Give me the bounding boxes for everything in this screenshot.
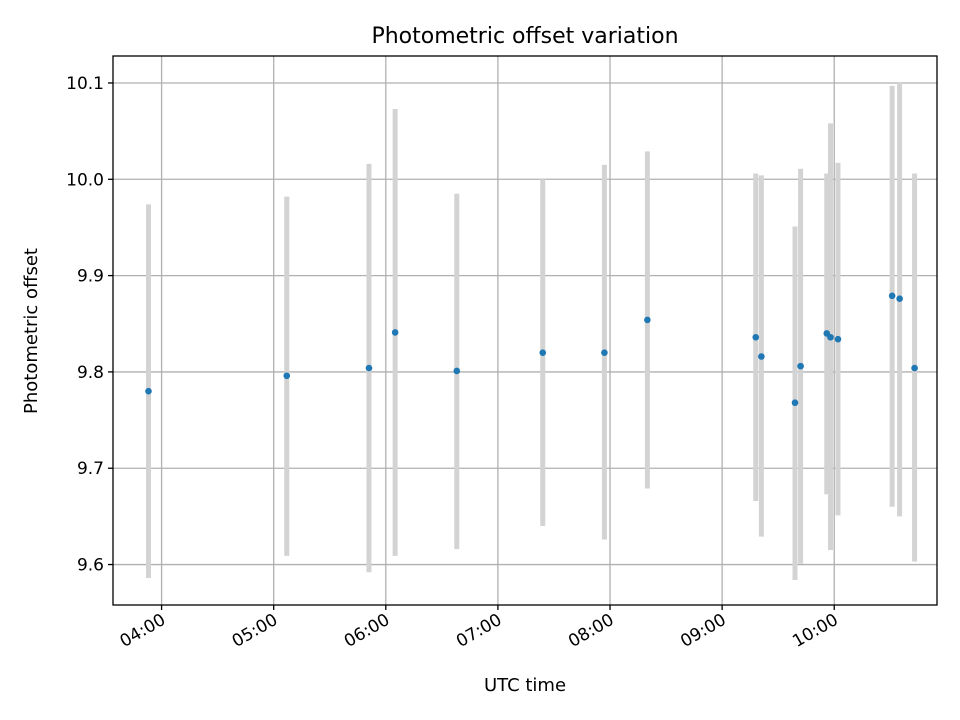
data-point [797,362,804,370]
x-tick-label: 08:00 [565,610,617,652]
y-tick-label: 10.1 [66,74,104,94]
y-axis-label: Photometric offset [21,248,42,414]
data-point [283,372,291,380]
chart-title: Photometric offset variation [371,24,678,49]
data-point [391,329,399,336]
data-point [601,349,608,356]
data-point [752,333,760,341]
data-point [911,364,918,372]
x-tick-label: 06:00 [341,610,393,652]
data-point [827,333,834,341]
grid [113,56,937,605]
y-tick-label: 9.8 [77,363,104,383]
x-tick-label: 07:00 [453,610,505,652]
data-point [896,295,903,303]
y-tick-label: 9.9 [77,267,104,287]
y-tick-label: 9.7 [77,459,104,479]
data-point [145,387,152,395]
x-tick-label: 10:00 [789,610,841,652]
x-tick-label: 09:00 [677,610,729,652]
error-bars [146,82,918,580]
data-point [834,335,842,343]
x-tick-label: 05:00 [229,610,281,652]
data-point [758,353,765,360]
data-point [791,399,799,407]
y-tick-label: 9.6 [77,556,104,576]
x-tick-label: 04:00 [117,610,169,652]
y-tick-label: 10.0 [66,170,104,190]
data-point [539,349,547,356]
x-axis-label: UTC time [484,675,566,696]
data-point [644,316,651,324]
data-point [365,364,373,372]
plot-frame [112,55,938,606]
data-points [145,292,918,407]
data-point [888,292,896,300]
data-point [453,367,461,375]
